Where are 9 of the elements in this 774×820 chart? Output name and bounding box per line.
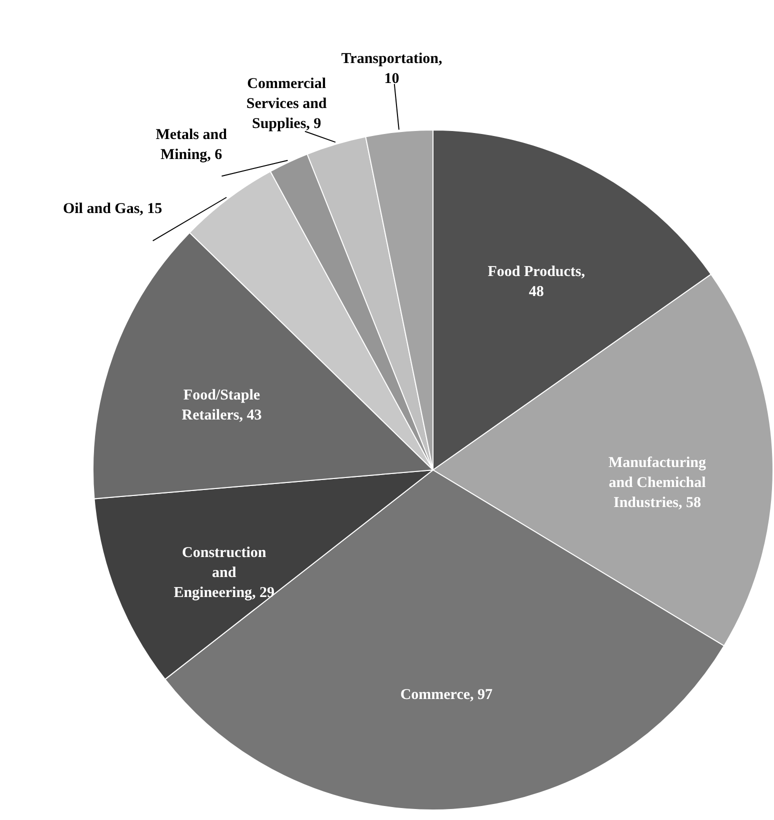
slice-label: Food/Staple Retailers, 43	[182, 387, 262, 424]
slice-label: Construction and Engineering, 29	[174, 544, 275, 601]
slice-label: Oil and Gas, 15	[62, 200, 162, 217]
slice-label: Metals and Mining, 6	[156, 126, 228, 163]
slice-label: Commerce, 97	[400, 687, 494, 703]
slice-label: Food Products, 48	[488, 264, 586, 300]
slice-label: Transportation, 10	[341, 51, 443, 88]
slice-label: Commercial Services and Supplies, 9	[246, 76, 328, 132]
slice-label: Manufacturing and Chemichal Industries, 58	[608, 455, 707, 512]
